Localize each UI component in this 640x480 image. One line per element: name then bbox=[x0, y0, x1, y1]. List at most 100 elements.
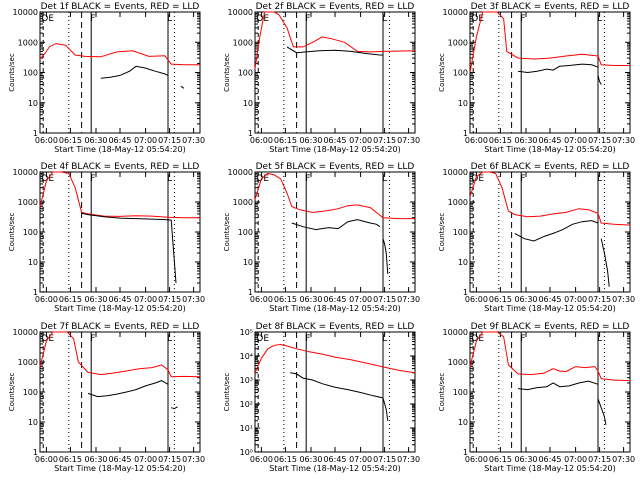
x-tick-label: 06:15 bbox=[59, 136, 82, 145]
y-tick-label: 10000 bbox=[13, 328, 38, 337]
series-line-events_tail bbox=[597, 398, 607, 425]
series-line-lld bbox=[39, 331, 201, 378]
x-tick-label: 07:30 bbox=[182, 295, 205, 304]
time-marker-label: F bbox=[90, 174, 95, 184]
y-tick-label: 1000 bbox=[18, 38, 38, 47]
y-tick-label: 10² bbox=[240, 400, 253, 409]
y-tick-label: 100 bbox=[238, 69, 253, 78]
y-tick-label: 10000 bbox=[443, 168, 468, 177]
y-tick-label: 1 bbox=[33, 448, 38, 457]
x-tick-label: 07:30 bbox=[397, 136, 420, 145]
time-marker-label: F bbox=[305, 14, 310, 24]
x-tick-label: 06:15 bbox=[489, 455, 512, 464]
y-tick-label: 1000 bbox=[233, 38, 253, 47]
time-marker-label: D bbox=[41, 334, 48, 344]
x-tick-label: 06:45 bbox=[538, 136, 561, 145]
panel-2: Det 2f BLACK = Events, RED = LLD 1 10 100 10… bbox=[223, 2, 420, 154]
y-axis-label: Counts/sec bbox=[438, 373, 446, 412]
y-tick-label: 10 bbox=[243, 99, 253, 108]
panel-6: Det 6f BLACK = Events, RED = LLD 1 10 100 10… bbox=[438, 162, 635, 313]
y-axis-label: Counts/sec bbox=[8, 373, 16, 412]
x-tick-label: 06:15 bbox=[59, 455, 82, 464]
x-tick-label: 06:15 bbox=[274, 295, 297, 304]
time-marker-label: E bbox=[48, 334, 54, 344]
x-tick-label: 06:30 bbox=[299, 136, 322, 145]
y-tick-label: 100 bbox=[453, 388, 468, 397]
series-line-lld bbox=[254, 343, 416, 374]
series-line-events_tail bbox=[600, 238, 610, 287]
time-marker-label: L bbox=[382, 174, 387, 184]
time-marker-label: D bbox=[256, 14, 263, 24]
x-tick-label: 06:30 bbox=[514, 455, 537, 464]
series-line-lld bbox=[469, 11, 630, 73]
time-marker-label: L bbox=[382, 334, 387, 344]
x-tick-label: 06:30 bbox=[84, 136, 107, 145]
y-tick-label: 10000 bbox=[13, 8, 38, 17]
panel-title: Det 3f BLACK = Events, RED = LLD bbox=[471, 2, 630, 12]
series-line-events bbox=[87, 380, 169, 398]
panel-title: Det 7f BLACK = Events, RED = LLD bbox=[41, 322, 200, 332]
time-marker-label: L bbox=[597, 334, 602, 344]
x-tick-label: 07:30 bbox=[182, 136, 205, 145]
x-tick-label: 06:00 bbox=[35, 295, 58, 304]
y-tick-label: 1000 bbox=[448, 358, 468, 367]
time-marker-label: F bbox=[90, 334, 95, 344]
time-marker-label: L bbox=[382, 14, 387, 24]
y-tick-label: 10000 bbox=[13, 168, 38, 177]
x-axis-label: Start Time (18-May-12 05:54:20) bbox=[54, 304, 185, 313]
x-axis-label: Start Time (18-May-12 05:54:20) bbox=[269, 145, 400, 154]
x-tick-label: 07:15 bbox=[158, 455, 181, 464]
series-line-events_tail bbox=[382, 238, 389, 274]
x-tick-label: 06:30 bbox=[84, 455, 107, 464]
x-tick-label: 06:30 bbox=[299, 295, 322, 304]
time-marker-label: F bbox=[520, 334, 525, 344]
x-tick-label: 07:30 bbox=[397, 295, 420, 304]
x-tick-label: 07:00 bbox=[134, 295, 157, 304]
x-tick-label: 07:00 bbox=[564, 455, 587, 464]
x-axis-label: Start Time (18-May-12 05:54:20) bbox=[484, 304, 615, 313]
y-tick-label: 10 bbox=[28, 258, 38, 267]
panel-5: Det 5f BLACK = Events, RED = LLD 1 10 100 10… bbox=[223, 162, 420, 313]
series-line-events bbox=[517, 380, 599, 391]
time-marker-label: E bbox=[263, 14, 269, 24]
panel-1: Det 1f BLACK = Events, RED = LLD 1 10 100 10… bbox=[8, 2, 205, 154]
x-tick-label: 07:15 bbox=[158, 136, 181, 145]
x-tick-label: 06:30 bbox=[514, 295, 537, 304]
time-marker-label: F bbox=[520, 14, 525, 24]
x-tick-label: 07:00 bbox=[349, 455, 372, 464]
x-tick-label: 06:45 bbox=[538, 295, 561, 304]
y-tick-label: 100 bbox=[23, 228, 38, 237]
time-marker-label: E bbox=[478, 334, 484, 344]
x-tick-label: 06:45 bbox=[323, 136, 346, 145]
time-marker-label: D bbox=[471, 14, 478, 24]
panel-title: Det 8f BLACK = Events, RED = LLD bbox=[256, 322, 415, 332]
y-tick-label: 1 bbox=[463, 448, 468, 457]
x-tick-label: 06:15 bbox=[59, 295, 82, 304]
x-tick-label: 06:45 bbox=[108, 295, 131, 304]
y-tick-label: 1 bbox=[33, 288, 38, 297]
panel-title: Det 5f BLACK = Events, RED = LLD bbox=[256, 162, 415, 172]
x-tick-label: 06:30 bbox=[514, 136, 537, 145]
x-tick-label: 06:00 bbox=[35, 136, 58, 145]
time-marker-label: L bbox=[167, 14, 172, 24]
x-axis-label: Start Time (18-May-12 05:54:20) bbox=[484, 145, 615, 154]
y-axis-label: Counts/sec bbox=[438, 53, 446, 92]
x-tick-label: 07:00 bbox=[349, 295, 372, 304]
x-tick-label: 07:15 bbox=[373, 136, 396, 145]
y-tick-label: 10000 bbox=[228, 8, 253, 17]
y-tick-label: 1000 bbox=[18, 198, 38, 207]
x-axis-label: Start Time (18-May-12 05:54:20) bbox=[54, 145, 185, 154]
series-line-lld bbox=[254, 11, 416, 70]
x-tick-label: 07:00 bbox=[564, 295, 587, 304]
y-tick-label: 10⁵ bbox=[240, 328, 253, 337]
x-tick-label: 07:30 bbox=[612, 455, 635, 464]
time-marker-label: E bbox=[263, 174, 269, 184]
y-axis-label: Counts/sec bbox=[8, 53, 16, 92]
time-marker-label: E bbox=[478, 174, 484, 184]
series-line-events bbox=[100, 65, 169, 79]
y-axis-label: Counts/sec bbox=[8, 213, 16, 252]
x-tick-label: 07:15 bbox=[158, 295, 181, 304]
series-line-events_tail bbox=[180, 85, 185, 89]
y-axis-label: Counts/sec bbox=[223, 373, 231, 412]
